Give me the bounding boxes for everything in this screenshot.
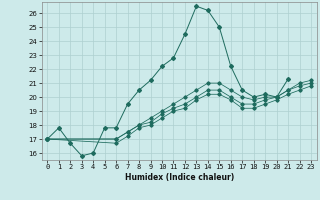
X-axis label: Humidex (Indice chaleur): Humidex (Indice chaleur) xyxy=(124,173,234,182)
